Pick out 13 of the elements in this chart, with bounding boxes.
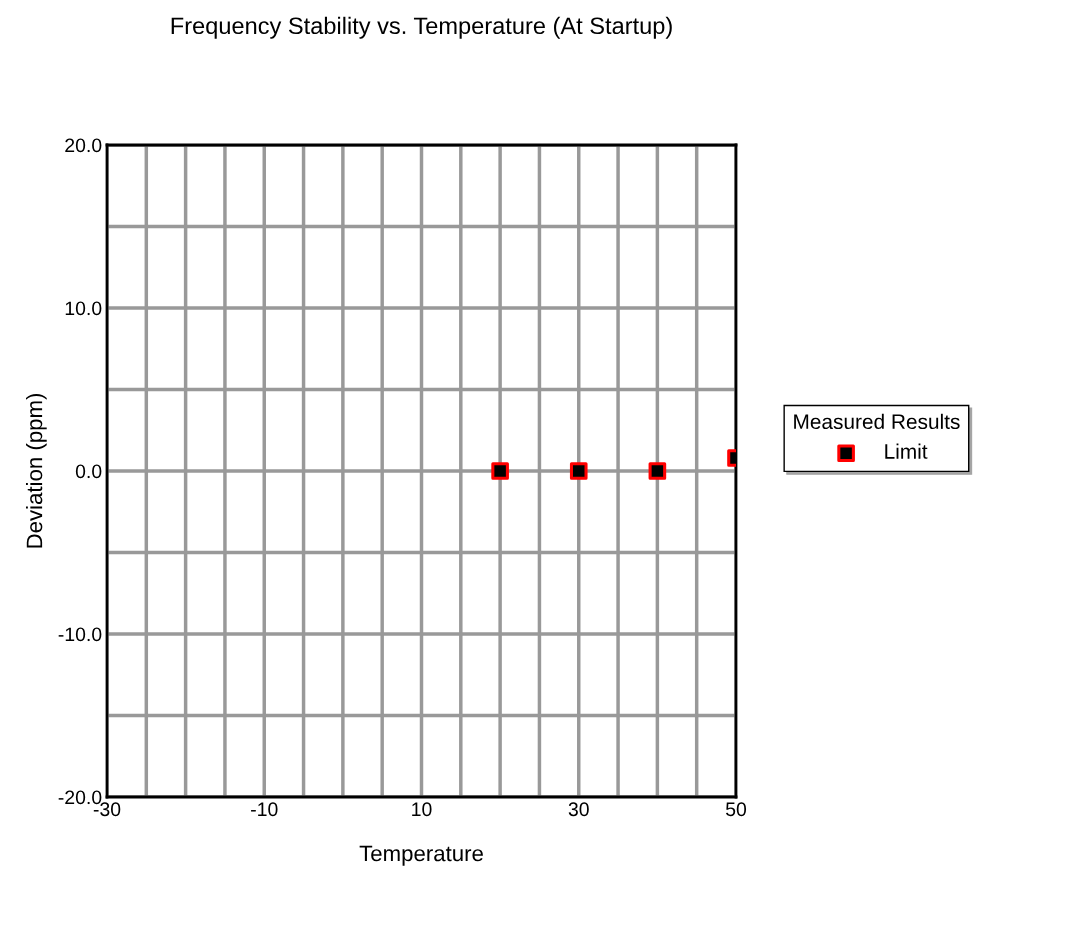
chart-title: Frequency Stability vs. Temperature (At Startup) (171, 16, 672, 39)
x-tick-label: 30 (568, 802, 589, 817)
legend-label: Limit (885, 443, 928, 459)
y-tick-label: -10.0 (58, 627, 102, 642)
y-tick-label: 10.0 (65, 301, 102, 316)
y-tick-label: 0.0 (75, 464, 102, 479)
y-axis-title: Deviation (ppm) (26, 393, 47, 548)
x-axis-title: Temperature (359, 845, 483, 866)
legend-title: Measured Results (794, 413, 960, 430)
y-tick-label: 20.0 (65, 138, 102, 153)
x-tick-label: 10 (412, 802, 432, 817)
x-tick-label: 50 (725, 802, 747, 817)
x-tick-label: -10 (251, 802, 278, 817)
